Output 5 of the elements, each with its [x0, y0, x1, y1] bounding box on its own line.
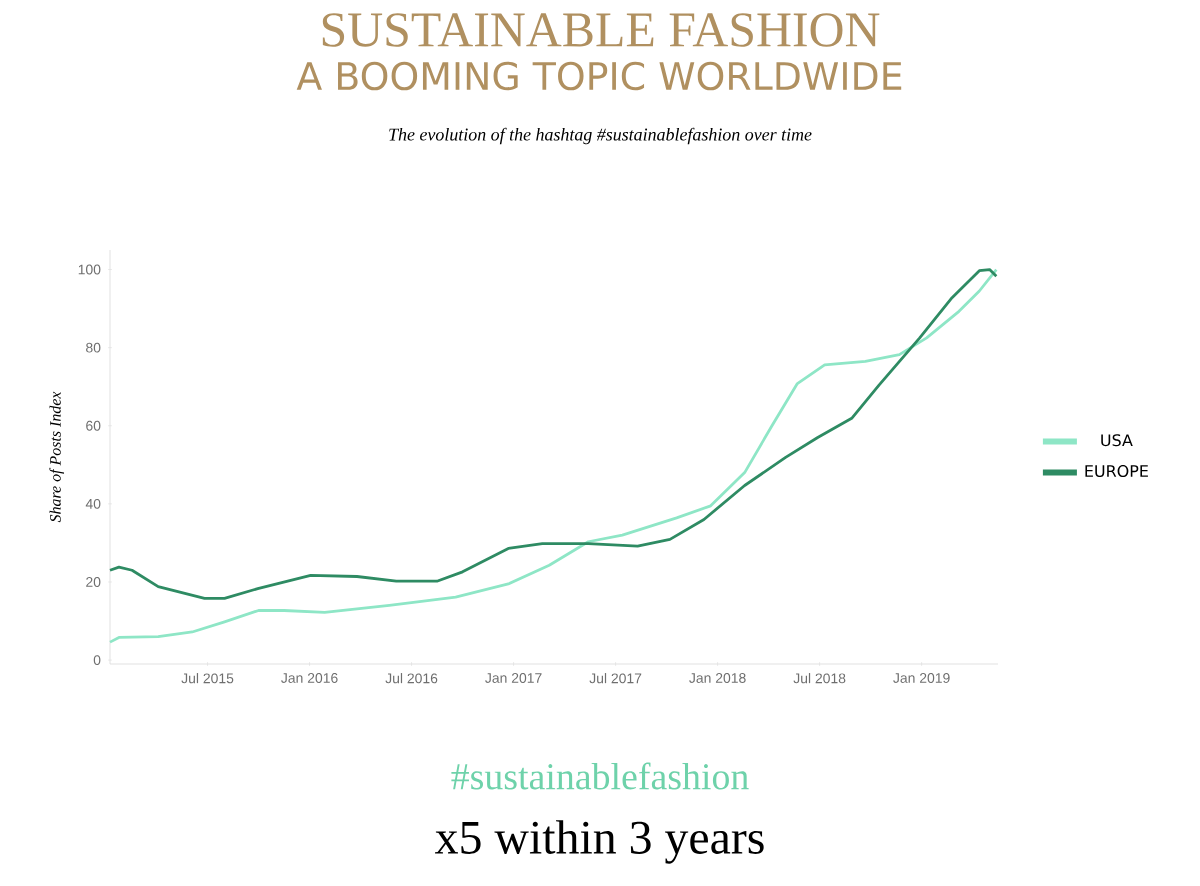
chart-title: SUSTAINABLE FASHION	[322, 13, 880, 47]
text: The evolution of the hashtag #sustainablefashion over time	[389, 127, 812, 145]
text: x5 within 3 years	[435, 820, 764, 864]
chart-subtitle: A BOOMING TOPIC WORLDWIDE	[296, 61, 902, 91]
text: #sustainablefashion	[451, 762, 749, 790]
